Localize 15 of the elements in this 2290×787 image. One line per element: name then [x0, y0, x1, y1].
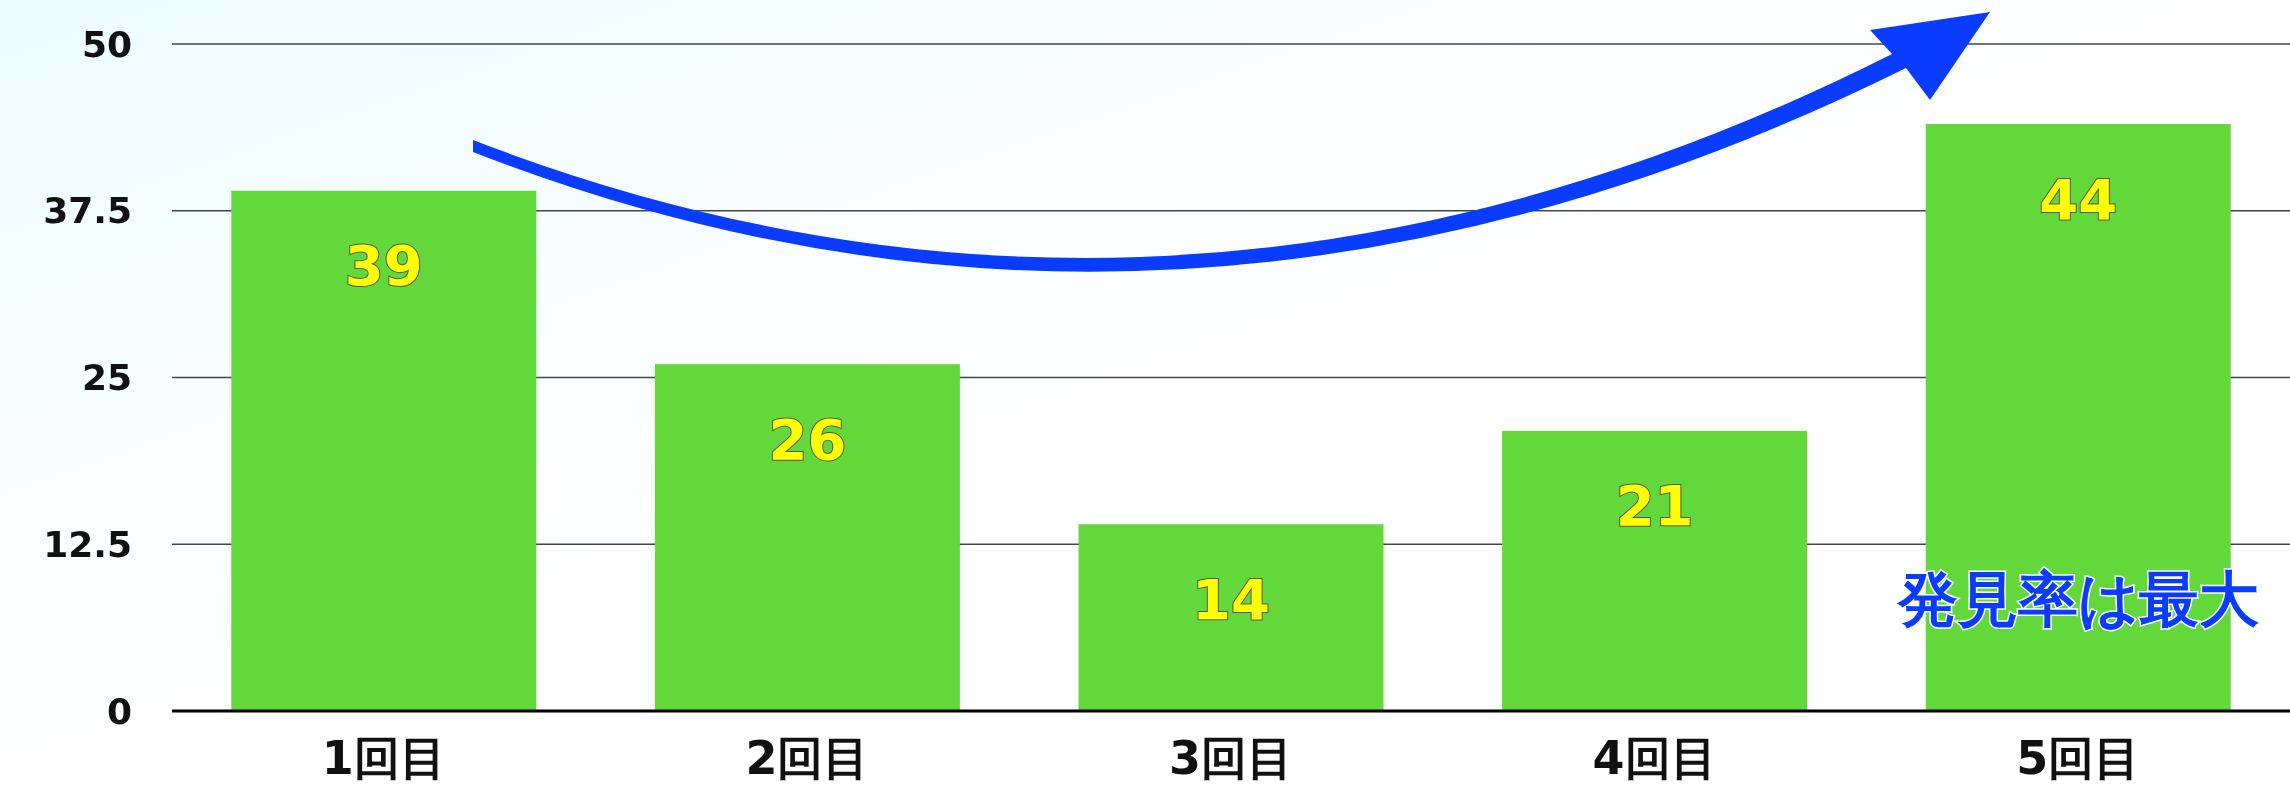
y-tick-label: 37.5: [43, 190, 132, 232]
data-label: 21: [1615, 473, 1694, 539]
y-tick-label: 25: [81, 357, 132, 398]
x-tick-label: 4回目: [1592, 731, 1717, 785]
x-tick-label: 3回目: [1168, 731, 1294, 785]
x-tick-label: 1回目: [321, 731, 446, 785]
x-tick-label: 2回目: [745, 731, 870, 785]
data-label: 14: [1192, 566, 1270, 632]
y-tick-label: 12.5: [43, 523, 132, 565]
data-label: 44: [2039, 166, 2118, 232]
y-tick-label: 0: [106, 690, 132, 732]
data-label: 39: [344, 233, 423, 299]
y-tick-label: 50: [81, 23, 132, 65]
x-tick-label: 5回目: [2016, 731, 2141, 785]
data-label: 26: [768, 406, 847, 472]
